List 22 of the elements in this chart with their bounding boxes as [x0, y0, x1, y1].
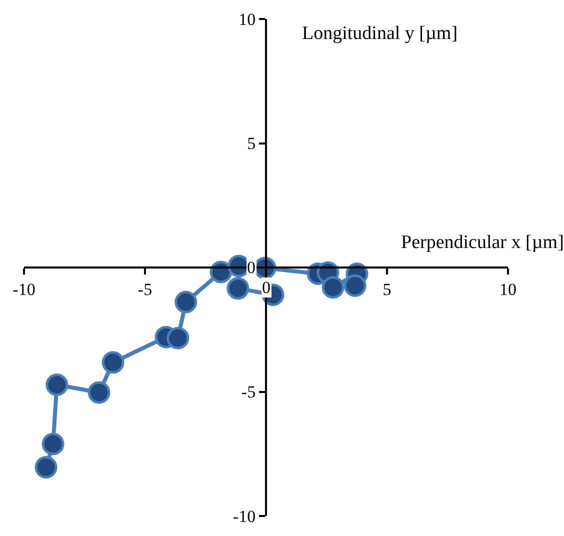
- y-tick-label: 0: [247, 258, 256, 277]
- x-axis-title: Perpendicular x [µm]: [401, 232, 564, 253]
- y-tick-label: 5: [247, 134, 256, 154]
- point: [322, 276, 344, 299]
- y-tick-label: -5: [241, 382, 256, 402]
- x-tick-label: 0: [262, 278, 270, 297]
- point: [34, 456, 58, 479]
- x-tick-label: 5: [382, 280, 392, 299]
- point: [174, 290, 198, 314]
- y-tick-label: 10: [238, 10, 256, 29]
- y-axis-title: Longitudinal y [µm]: [302, 23, 458, 44]
- point: [344, 274, 366, 297]
- point: [102, 351, 124, 374]
- point: [46, 374, 68, 396]
- point: [88, 381, 110, 404]
- point: [42, 432, 64, 456]
- point: [226, 277, 250, 300]
- x-tick-label: 10: [500, 280, 516, 299]
- x-tick-label: -5: [138, 280, 152, 299]
- x-tick-label: -10: [12, 280, 36, 299]
- y-tick-label: -10: [232, 506, 256, 526]
- point: [166, 326, 190, 350]
